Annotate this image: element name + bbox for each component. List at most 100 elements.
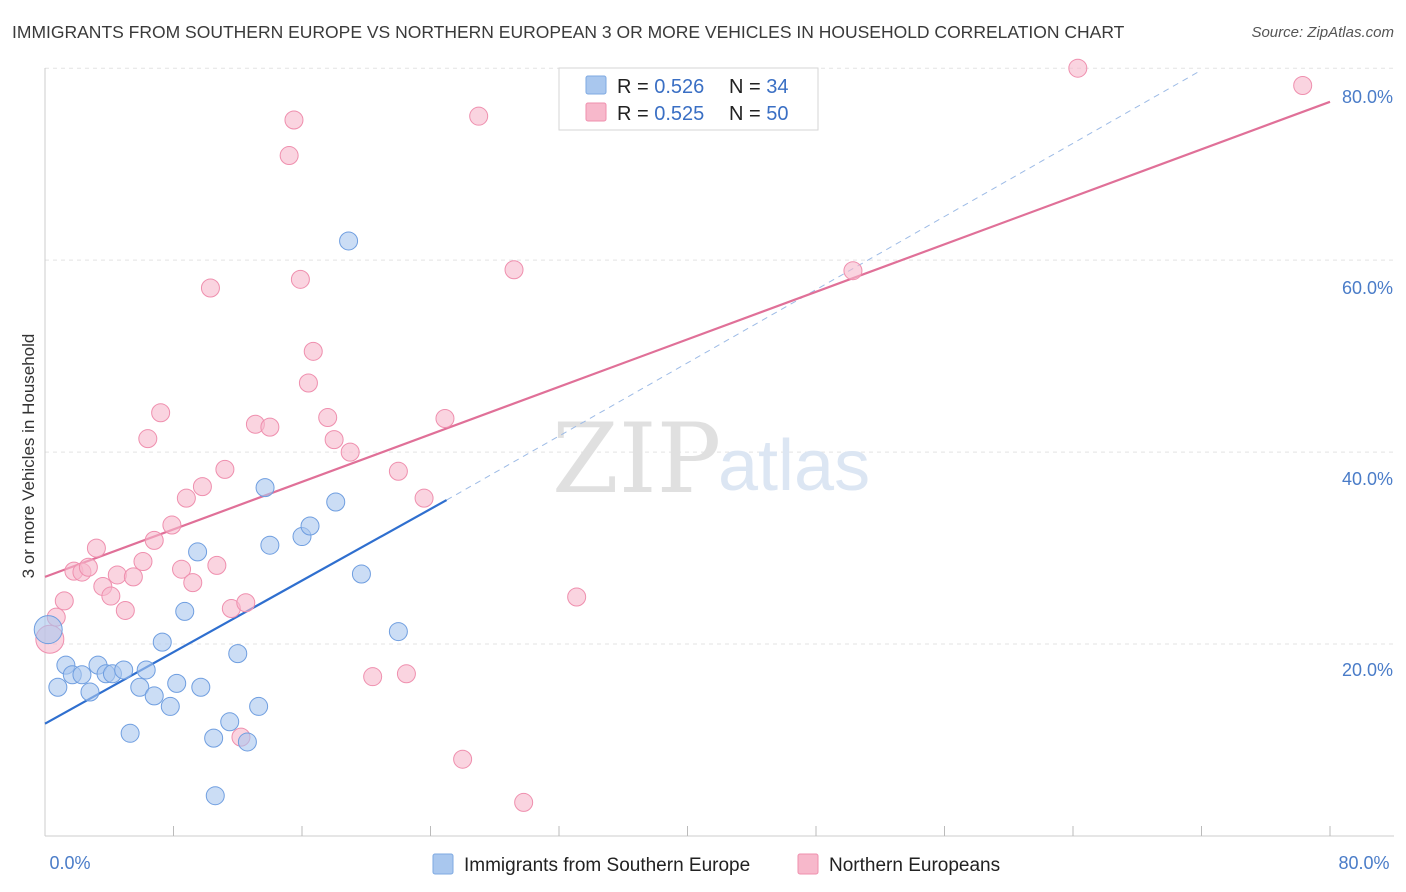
bottom-legend-label-blue: Immigrants from Southern Europe	[464, 855, 750, 876]
trend-line-1	[44, 100, 1331, 578]
pink-point	[151, 403, 171, 423]
pink-point	[514, 792, 534, 812]
blue-point	[351, 564, 371, 584]
blue-point	[80, 682, 100, 702]
watermark: ZIP atlas	[552, 403, 870, 515]
y-axis-label: 3 or more Vehicles in Household	[19, 334, 38, 579]
bottom-legend: Immigrants from Southern Europe Northern…	[432, 853, 1000, 876]
y-tick-label-80: 80.0%	[1342, 87, 1393, 107]
pink-point	[86, 538, 106, 558]
pink-point	[469, 106, 489, 126]
blue-point	[326, 492, 346, 512]
pink-point	[138, 429, 158, 449]
blue-point	[114, 660, 134, 680]
blue-point	[220, 712, 240, 732]
pink-point	[504, 260, 524, 280]
legend-box: R = 0.526 N = 34 R = 0.525 N = 50	[558, 67, 819, 131]
legend-row-pink: R = 0.525	[617, 103, 704, 125]
blue-point	[255, 478, 275, 498]
pink-point	[162, 515, 182, 535]
pink-point	[435, 409, 455, 429]
blue-point	[120, 723, 140, 743]
blue-point	[175, 601, 195, 621]
data-points	[33, 58, 1313, 812]
pink-point	[363, 667, 383, 687]
y-tick-label-40: 40.0%	[1342, 469, 1393, 489]
trend-extension-0	[446, 69, 1202, 501]
pink-point	[78, 557, 98, 577]
pink-point	[298, 373, 318, 393]
pink-point	[107, 565, 127, 585]
blue-point	[191, 677, 211, 697]
pink-point	[340, 442, 360, 462]
blue-point	[130, 677, 150, 697]
legend-row-blue: R = 0.526	[617, 76, 704, 98]
y-tick-label-20: 20.0%	[1342, 660, 1393, 680]
pink-point	[414, 488, 434, 508]
chart-title: IMMIGRANTS FROM SOUTHERN EUROPE VS NORTH…	[12, 22, 1125, 42]
bottom-legend-swatch-pink	[797, 853, 819, 875]
pink-point	[115, 600, 135, 620]
pink-point	[133, 552, 153, 572]
pink-point	[290, 269, 310, 289]
pink-point	[324, 430, 344, 450]
pink-point	[453, 749, 473, 769]
pink-point	[843, 261, 863, 281]
x-tick-label-min: 0.0%	[49, 853, 90, 873]
blue-point	[72, 665, 92, 685]
pink-point	[260, 417, 280, 437]
blue-point	[188, 542, 208, 562]
pink-point	[207, 555, 227, 575]
legend-row-blue-n: N = 34	[729, 76, 789, 98]
grid-lines	[45, 67, 1394, 645]
blue-point	[136, 660, 156, 680]
watermark-atlas: atlas	[718, 426, 870, 506]
pink-point	[236, 593, 256, 613]
pink-point	[123, 567, 143, 587]
watermark-zip: ZIP	[552, 403, 721, 515]
blue-point	[152, 632, 172, 652]
pink-point	[318, 408, 338, 428]
pink-point	[172, 559, 192, 579]
pink-point	[144, 530, 164, 550]
pink-point	[215, 459, 235, 479]
blue-point	[48, 677, 68, 697]
legend-row-pink-n: N = 50	[729, 103, 789, 125]
pink-point	[388, 461, 408, 481]
pink-point	[279, 146, 299, 166]
pink-point	[396, 664, 416, 684]
blue-point	[167, 673, 187, 693]
pink-point	[200, 278, 220, 298]
bottom-legend-swatch-blue	[432, 853, 454, 875]
pink-point	[54, 591, 74, 611]
axes	[44, 68, 1394, 837]
trend-lines	[44, 69, 1331, 725]
y-tick-labels: 20.0% 40.0% 60.0% 80.0%	[1342, 87, 1393, 680]
blue-point	[144, 686, 164, 706]
blue-point	[33, 615, 63, 645]
x-tick-label-max: 80.0%	[1338, 853, 1389, 873]
blue-point	[237, 732, 257, 752]
blue-point	[339, 231, 359, 251]
y-tick-label-60: 60.0%	[1342, 278, 1393, 298]
pink-point	[183, 573, 203, 593]
blue-point	[204, 728, 224, 748]
pink-point	[1293, 75, 1313, 95]
legend-swatch-blue	[585, 75, 607, 95]
pink-point	[192, 477, 212, 497]
legend-swatch-pink	[585, 102, 607, 122]
x-ticks	[173, 826, 1331, 836]
pink-point	[303, 341, 323, 361]
blue-point	[388, 622, 408, 642]
pink-point	[101, 586, 121, 606]
source-credit: Source: ZipAtlas.com	[1251, 24, 1394, 41]
blue-point	[160, 696, 180, 716]
pink-point	[176, 488, 196, 508]
blue-point	[205, 786, 225, 806]
blue-point	[249, 696, 269, 716]
pink-point	[284, 110, 304, 130]
pink-point	[1068, 58, 1088, 78]
blue-point	[260, 535, 280, 555]
pink-point	[567, 587, 587, 607]
